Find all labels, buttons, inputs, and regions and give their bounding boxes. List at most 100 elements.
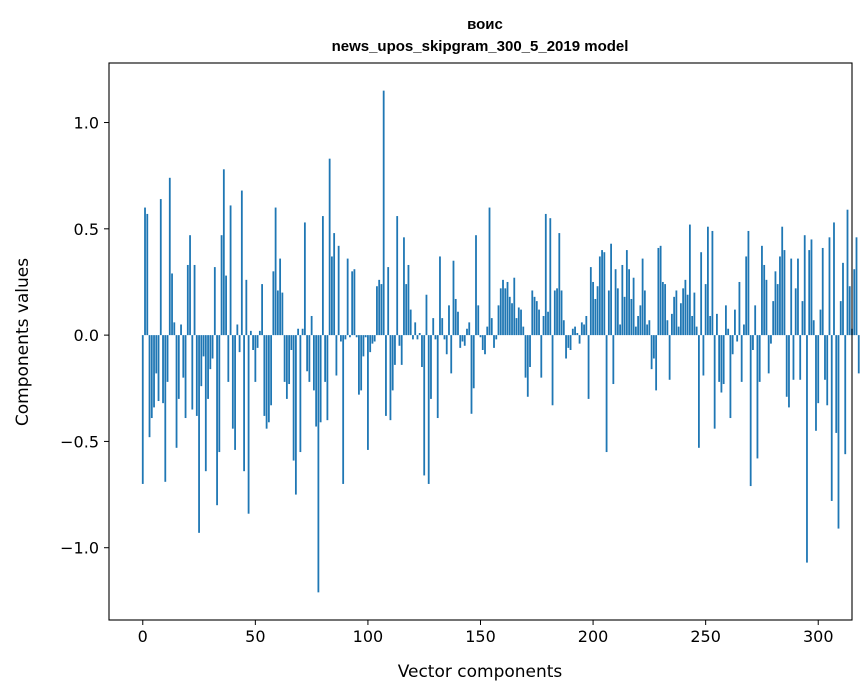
bar-235 (670, 313, 673, 336)
bar-74 (308, 335, 311, 382)
bar-120 (412, 335, 414, 340)
bar-300 (817, 335, 820, 404)
bar-267 (743, 324, 745, 336)
bar-52 (258, 330, 261, 336)
bar-304 (826, 335, 829, 406)
bar-157 (495, 335, 498, 340)
bar-234 (668, 335, 671, 380)
bar-76 (312, 335, 315, 391)
bar-186 (560, 290, 563, 336)
bar-161 (504, 288, 507, 336)
bar-172 (529, 335, 531, 368)
bar-242 (686, 294, 689, 336)
bar-233 (666, 320, 669, 336)
y-ticks: −1.0 −0.5 0.0 0.5 1.0 (60, 114, 109, 558)
bars-group (141, 90, 860, 593)
bar-21 (189, 235, 191, 336)
bar-213 (621, 264, 624, 336)
bar-141 (459, 335, 462, 348)
bar-188 (565, 335, 567, 359)
bar-287 (788, 335, 790, 408)
bar-309 (837, 335, 840, 529)
y-tick-label: 0.0 (74, 326, 99, 345)
bar-8 (159, 199, 162, 336)
bar-219 (634, 326, 637, 336)
bar-215 (625, 250, 628, 336)
bar-19 (184, 335, 187, 419)
y-tick-label: −0.5 (60, 432, 99, 451)
bar-229 (657, 247, 660, 336)
bar-170 (524, 335, 527, 378)
bar-297 (810, 239, 813, 336)
bar-106 (380, 284, 383, 336)
bar-243 (688, 224, 691, 336)
bar-264 (736, 335, 739, 342)
bar-48 (249, 330, 252, 336)
bar-252 (709, 315, 712, 336)
bar-258 (722, 335, 725, 385)
bar-290 (794, 288, 797, 336)
bar-270 (749, 335, 752, 487)
bar-66 (290, 335, 293, 350)
bar-260 (727, 328, 730, 336)
bar-216 (628, 269, 630, 336)
bar-268 (745, 256, 748, 336)
bar-41 (234, 335, 236, 450)
bar-230 (659, 245, 662, 336)
bar-279 (770, 335, 772, 344)
bar-72 (303, 222, 306, 336)
bar-63 (283, 335, 286, 382)
bar-190 (569, 335, 572, 350)
y-tick-label: −1.0 (60, 539, 99, 558)
bar-241 (684, 279, 687, 336)
bar-263 (734, 309, 736, 336)
bar-22 (191, 335, 194, 410)
bar-277 (765, 279, 768, 336)
bar-244 (691, 315, 694, 336)
bar-132 (439, 256, 441, 336)
bar-13 (171, 273, 173, 336)
bar-53 (261, 284, 263, 336)
bar-58 (272, 271, 275, 336)
bar-231 (661, 281, 664, 336)
bar-147 (472, 335, 475, 389)
bar-23 (193, 264, 196, 336)
bar-148 (475, 235, 477, 336)
bar-305 (828, 237, 831, 336)
bar-201 (594, 298, 597, 336)
bar-175 (535, 301, 538, 336)
bar-82 (326, 335, 329, 421)
bar-284 (781, 226, 784, 336)
bar-107 (382, 90, 385, 336)
bar-199 (589, 267, 592, 336)
bar-164 (511, 303, 513, 336)
bar-128 (430, 335, 432, 399)
bar-143 (463, 335, 466, 346)
bar-189 (567, 335, 570, 348)
bar-77 (315, 335, 318, 427)
bar-289 (792, 335, 795, 380)
bar-317 (855, 237, 858, 336)
bar-94 (353, 269, 356, 336)
bar-1 (144, 207, 146, 336)
bar-220 (637, 315, 640, 336)
y-tick-label: 1.0 (74, 114, 99, 133)
chart-subtitle: news_upos_skipgram_300_5_2019 model (332, 38, 629, 55)
x-ticks: 0 50 100 150 200 250 300 (138, 620, 834, 646)
bar-62 (281, 292, 284, 336)
bar-249 (702, 335, 705, 376)
bar-145 (468, 322, 471, 336)
bar-79 (319, 335, 322, 423)
bar-273 (756, 335, 759, 459)
bar-50 (254, 335, 257, 382)
x-tick-label: 100 (353, 627, 384, 646)
bar-84 (331, 256, 333, 336)
bar-110 (389, 335, 392, 421)
bar-46 (245, 279, 248, 336)
bar-285 (783, 250, 786, 336)
bar-196 (583, 324, 585, 336)
bar-204 (601, 250, 603, 336)
chart-title: воис (467, 16, 503, 33)
bar-109 (387, 267, 390, 336)
